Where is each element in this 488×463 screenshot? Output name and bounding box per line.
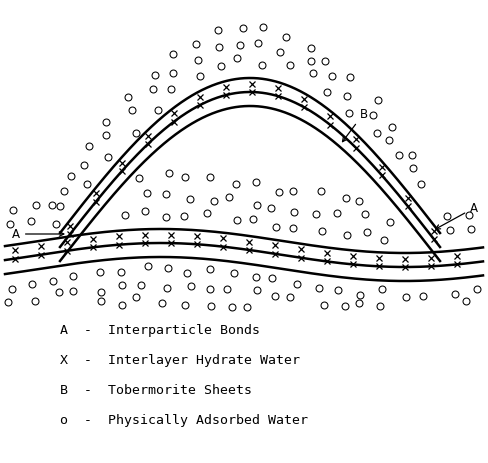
Text: A: A <box>436 202 478 230</box>
Text: A  -  Interparticle Bonds: A - Interparticle Bonds <box>60 323 260 336</box>
Text: B: B <box>343 107 368 142</box>
Text: X  -  Interlayer Hydrate Water: X - Interlayer Hydrate Water <box>60 353 300 366</box>
Text: A: A <box>12 228 64 241</box>
Text: o  -  Physically Adsorbed Water: o - Physically Adsorbed Water <box>60 413 308 426</box>
Text: B  -  Tobermorite Sheets: B - Tobermorite Sheets <box>60 383 252 396</box>
